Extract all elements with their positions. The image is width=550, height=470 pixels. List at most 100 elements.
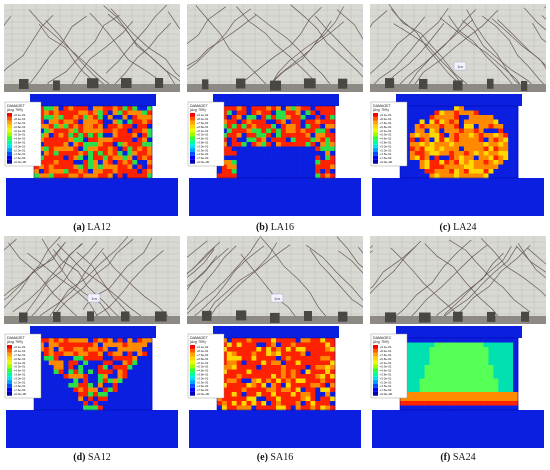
crack-lines — [370, 4, 546, 92]
legend-value: +6.8e-01 — [380, 357, 392, 361]
legend-swatch — [373, 116, 378, 121]
legend-swatch — [7, 345, 12, 349]
legend-swatch — [190, 140, 195, 145]
legend-swatch — [7, 391, 12, 396]
legend-swatch — [7, 152, 12, 156]
legend-value: +6.8e-01 — [380, 125, 392, 129]
legend-subtitle: (Avg: 75%) — [7, 340, 23, 344]
legend-swatch — [190, 132, 195, 137]
base-slab — [372, 410, 544, 448]
legend-value: +5.3e-01 — [380, 365, 392, 369]
legend-value: +5.3e-01 — [380, 133, 392, 137]
legend-swatch — [373, 364, 378, 369]
panel-name: LA12 — [87, 222, 111, 233]
legend-swatch — [373, 140, 378, 145]
panel-letter: (c) — [439, 222, 451, 233]
test-photo: 1m — [370, 4, 546, 92]
test-photo — [4, 4, 180, 92]
legend-swatch — [373, 387, 378, 392]
legend-value: +6.8e-01 — [14, 357, 26, 361]
support-blocks — [187, 78, 363, 92]
contour-legend: DAMAGET(Avg: 75%)+9.1e-01+8.4e-01+7.6e-0… — [4, 333, 42, 399]
legend-value: +6.1e-01 — [380, 361, 392, 365]
legend-swatch — [373, 368, 378, 373]
legend-value: +7.6e-02 — [14, 156, 26, 160]
legend-value: +9.1e-01 — [14, 345, 26, 349]
legend-swatch — [7, 387, 12, 392]
legend-swatch — [7, 360, 12, 365]
loading-beam — [213, 326, 339, 338]
legend-value: +7.6e-01 — [197, 353, 209, 357]
fem-contour: DAMAGET (Avg: 75%) +9.1e-01 +8.4e-01 +7.6e-0… — [370, 92, 546, 216]
legend-swatch — [190, 348, 195, 353]
legend-value: +4.6e-01 — [197, 369, 209, 373]
legend-swatch — [190, 352, 195, 357]
brick-grid — [187, 4, 363, 84]
legend-value: +0.0e+00 — [14, 160, 27, 164]
legend-swatch — [373, 380, 378, 384]
legend-subtitle: (Avg: 75%) — [190, 108, 206, 112]
legend-swatch — [190, 155, 195, 160]
legend-value: +1.5e-01 — [197, 384, 209, 388]
brick-grid — [4, 236, 180, 316]
legend-swatch — [7, 120, 12, 125]
legend-swatch — [190, 364, 195, 369]
support-blocks — [187, 310, 363, 324]
legend-swatch — [373, 155, 378, 160]
legend-title: DAMAGET — [190, 104, 209, 108]
legend-swatch — [7, 364, 12, 369]
legend-subtitle: (Avg: 75%) — [190, 340, 206, 344]
crack-lines — [370, 237, 546, 324]
legend-swatch — [190, 360, 195, 365]
legend-value: +3.0e-01 — [380, 144, 392, 148]
wall-surface — [370, 236, 546, 324]
legend-swatch — [373, 128, 378, 133]
contour-legend: DAMAGEC(Avg: 75%)+9.1e-01+8.4e-01+7.6e-0… — [370, 333, 408, 399]
panel-letter: (d) — [73, 452, 86, 463]
legend-value: +3.8e-01 — [14, 141, 26, 145]
legend-value: +6.1e-01 — [14, 361, 26, 365]
legend-swatch — [373, 348, 378, 353]
legend-value: +3.0e-01 — [197, 144, 209, 148]
legend-swatch — [7, 356, 12, 361]
legend-swatch — [190, 159, 195, 164]
legend-value: +1.5e-01 — [380, 384, 392, 388]
legend-value: +7.6e-01 — [14, 353, 26, 357]
legend-value: +3.8e-01 — [380, 141, 392, 145]
scale-tag: 1m — [453, 61, 467, 71]
legend-swatch — [7, 136, 12, 141]
legend-value: +8.4e-01 — [14, 349, 26, 353]
legend-title: DAMAGET — [190, 336, 209, 340]
legend-value: +3.8e-01 — [14, 373, 26, 377]
legend-swatch — [190, 124, 195, 129]
loading-beam — [396, 326, 522, 338]
loading-beam — [396, 94, 522, 106]
legend-value: +0.0e+00 — [380, 392, 393, 396]
legend-swatch — [190, 148, 195, 152]
support-blocks — [370, 311, 546, 324]
scale-tag-text: 1m — [457, 64, 463, 69]
panel-caption: (c) LA24 — [370, 222, 546, 233]
legend-value: +7.6e-02 — [14, 388, 26, 392]
scale-tag-text: 1m — [274, 296, 280, 301]
legend-swatch — [7, 124, 12, 129]
legend-value: +9.1e-01 — [197, 345, 209, 349]
legend-value: +1.5e-01 — [197, 152, 209, 156]
fem-contour: DAMAGET (Avg: 75%) +9.1e-01 +8.4e-01 +7.6e-0… — [4, 324, 180, 448]
legend-swatch — [7, 352, 12, 357]
legend-swatch — [373, 391, 378, 396]
legend-value: +9.1e-01 — [14, 113, 26, 117]
legend-value: +9.1e-01 — [380, 345, 392, 349]
panel-letter: (e) — [256, 452, 268, 463]
legend-value: +2.3e-01 — [14, 380, 26, 384]
legend-value: +8.4e-01 — [197, 117, 209, 121]
legend-value: +1.5e-01 — [380, 152, 392, 156]
legend-swatch — [7, 372, 12, 377]
panel-caption: (a) LA12 — [4, 222, 180, 233]
legend-title: DAMAGET — [373, 104, 392, 108]
legend-subtitle: (Avg: 75%) — [373, 108, 389, 112]
legend-value: +0.0e+00 — [14, 392, 27, 396]
test-photo — [187, 4, 363, 92]
legend-value: +4.6e-01 — [380, 369, 392, 373]
legend-value: +6.8e-01 — [14, 125, 26, 129]
